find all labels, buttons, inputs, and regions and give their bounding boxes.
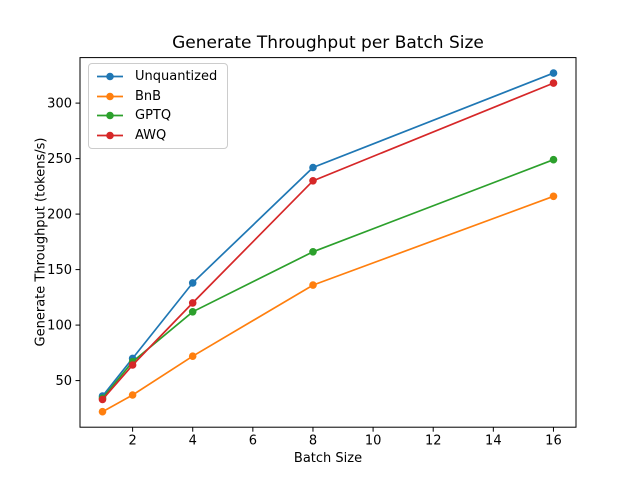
data-point-marker: [309, 177, 317, 185]
legend-label: BnB: [135, 88, 162, 104]
legend-label: GPTQ: [135, 108, 172, 124]
x-tick-label: 8: [309, 433, 317, 448]
y-tick-label: 150: [47, 263, 72, 278]
data-point-marker: [309, 163, 317, 172]
y-tick-label: 200: [47, 208, 72, 223]
y-tick-label: 100: [47, 319, 72, 334]
legend-label: AWQ: [135, 127, 167, 143]
series-line-bnb: [102, 195, 554, 413]
data-point-marker: [188, 352, 197, 361]
y-tick-label: 300: [47, 97, 72, 112]
data-point-marker: [549, 69, 558, 77]
legend-line-marker-icon: [97, 72, 123, 81]
legend-line-marker-icon: [97, 111, 123, 120]
legend-label: Unquantized: [135, 69, 218, 85]
x-tick-label: 10: [365, 433, 382, 448]
data-point-marker: [549, 155, 558, 164]
data-point-marker: [188, 279, 197, 287]
y-tick-label: 250: [47, 152, 72, 167]
legend-item-gptq: GPTQ: [96, 106, 220, 125]
legend-line-marker-icon: [97, 131, 123, 140]
data-point-marker: [128, 361, 137, 369]
x-tick-label: 2: [128, 433, 136, 448]
x-tick-label: 12: [425, 433, 442, 448]
data-point-marker: [98, 395, 107, 404]
axes-frame: [79, 57, 577, 428]
x-tick-label: 6: [249, 433, 257, 448]
data-point-marker: [188, 299, 197, 307]
data-point-marker: [188, 308, 197, 316]
legend: Unquantized BnB GPTQ AWQ: [88, 63, 228, 149]
legend-line-marker-icon: [97, 92, 123, 101]
x-tick-label: 16: [545, 433, 562, 448]
y-tick-label: 50: [55, 374, 72, 389]
data-point-marker: [309, 248, 317, 256]
data-point-marker: [128, 391, 137, 399]
y-axis-label: Generate Throughput (tokens/s): [33, 137, 49, 347]
data-point-marker: [549, 79, 558, 87]
chart-title: Generate Throughput per Batch Size: [172, 33, 484, 53]
x-tick-label: 4: [189, 433, 197, 448]
data-point-marker: [309, 281, 317, 289]
x-tick-label: 14: [485, 433, 502, 448]
data-point-marker: [549, 192, 558, 201]
data-point-marker: [98, 407, 107, 416]
legend-item-bnb: BnB: [96, 87, 220, 106]
x-axis-label: Batch Size: [293, 451, 363, 466]
legend-item-awq: AWQ: [96, 126, 220, 145]
legend-item-unquantized: Unquantized: [96, 67, 220, 86]
